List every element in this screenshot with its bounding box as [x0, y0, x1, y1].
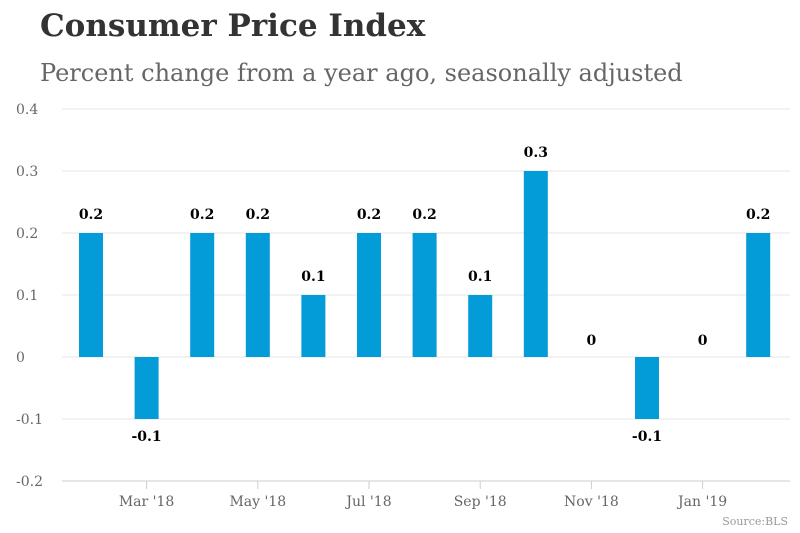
data-label: 0.2 [190, 207, 214, 223]
y-tick-label: -0.2 [16, 474, 43, 490]
data-label: 0.1 [468, 269, 492, 285]
x-axis: Mar '18 May '18 Jul '18 Sep '18 Nov '18 Jan '… [62, 480, 790, 510]
bar [357, 233, 381, 357]
x-tick-label: Mar '18 [119, 494, 175, 510]
bar [523, 171, 548, 357]
data-label: 0.2 [246, 207, 270, 223]
data-label: 0.3 [524, 145, 548, 161]
source-credit: Source:BLS [722, 515, 788, 528]
bar [468, 295, 493, 357]
y-tick-label: 0.4 [16, 102, 38, 118]
bars [79, 171, 771, 419]
data-labels: 0.2 -0.1 0.2 0.2 0.1 0.2 0.2 0.1 0.3 0 -0.1 0 0.2 [79, 145, 771, 445]
bar [190, 233, 215, 357]
data-label: 0 [587, 333, 597, 349]
y-tick-label: 0.2 [16, 226, 38, 242]
bar [134, 357, 159, 419]
x-tick-label: May '18 [229, 494, 286, 510]
y-axis-ticks: 0.4 0.3 0.2 0.1 0 -0.1 -0.2 [16, 102, 43, 490]
chart-subtitle: Percent change from a year ago, seasonal… [40, 59, 683, 87]
bar [746, 233, 771, 357]
data-label: 0.2 [746, 207, 770, 223]
data-label: 0 [698, 333, 708, 349]
bar [412, 233, 437, 357]
y-tick-label: -0.1 [16, 412, 43, 428]
data-label: -0.1 [632, 429, 662, 445]
data-label: 0.1 [301, 269, 325, 285]
bar [245, 233, 270, 357]
bar [635, 357, 659, 419]
data-label: 0.2 [412, 207, 436, 223]
x-tick-label: Nov '18 [564, 494, 619, 510]
x-tick-label: Jan '19 [676, 494, 727, 510]
y-tick-label: 0 [16, 350, 25, 366]
bar [301, 295, 326, 357]
y-tick-label: 0.1 [16, 288, 38, 304]
x-tick-label: Sep '18 [454, 494, 507, 510]
data-label: -0.1 [132, 429, 162, 445]
y-tick-label: 0.3 [16, 164, 38, 180]
x-tick-label: Jul '18 [344, 494, 391, 510]
data-label: 0.2 [79, 207, 103, 223]
data-label: 0.2 [357, 207, 381, 223]
bar [79, 233, 103, 357]
chart-title: Consumer Price Index [40, 8, 426, 44]
